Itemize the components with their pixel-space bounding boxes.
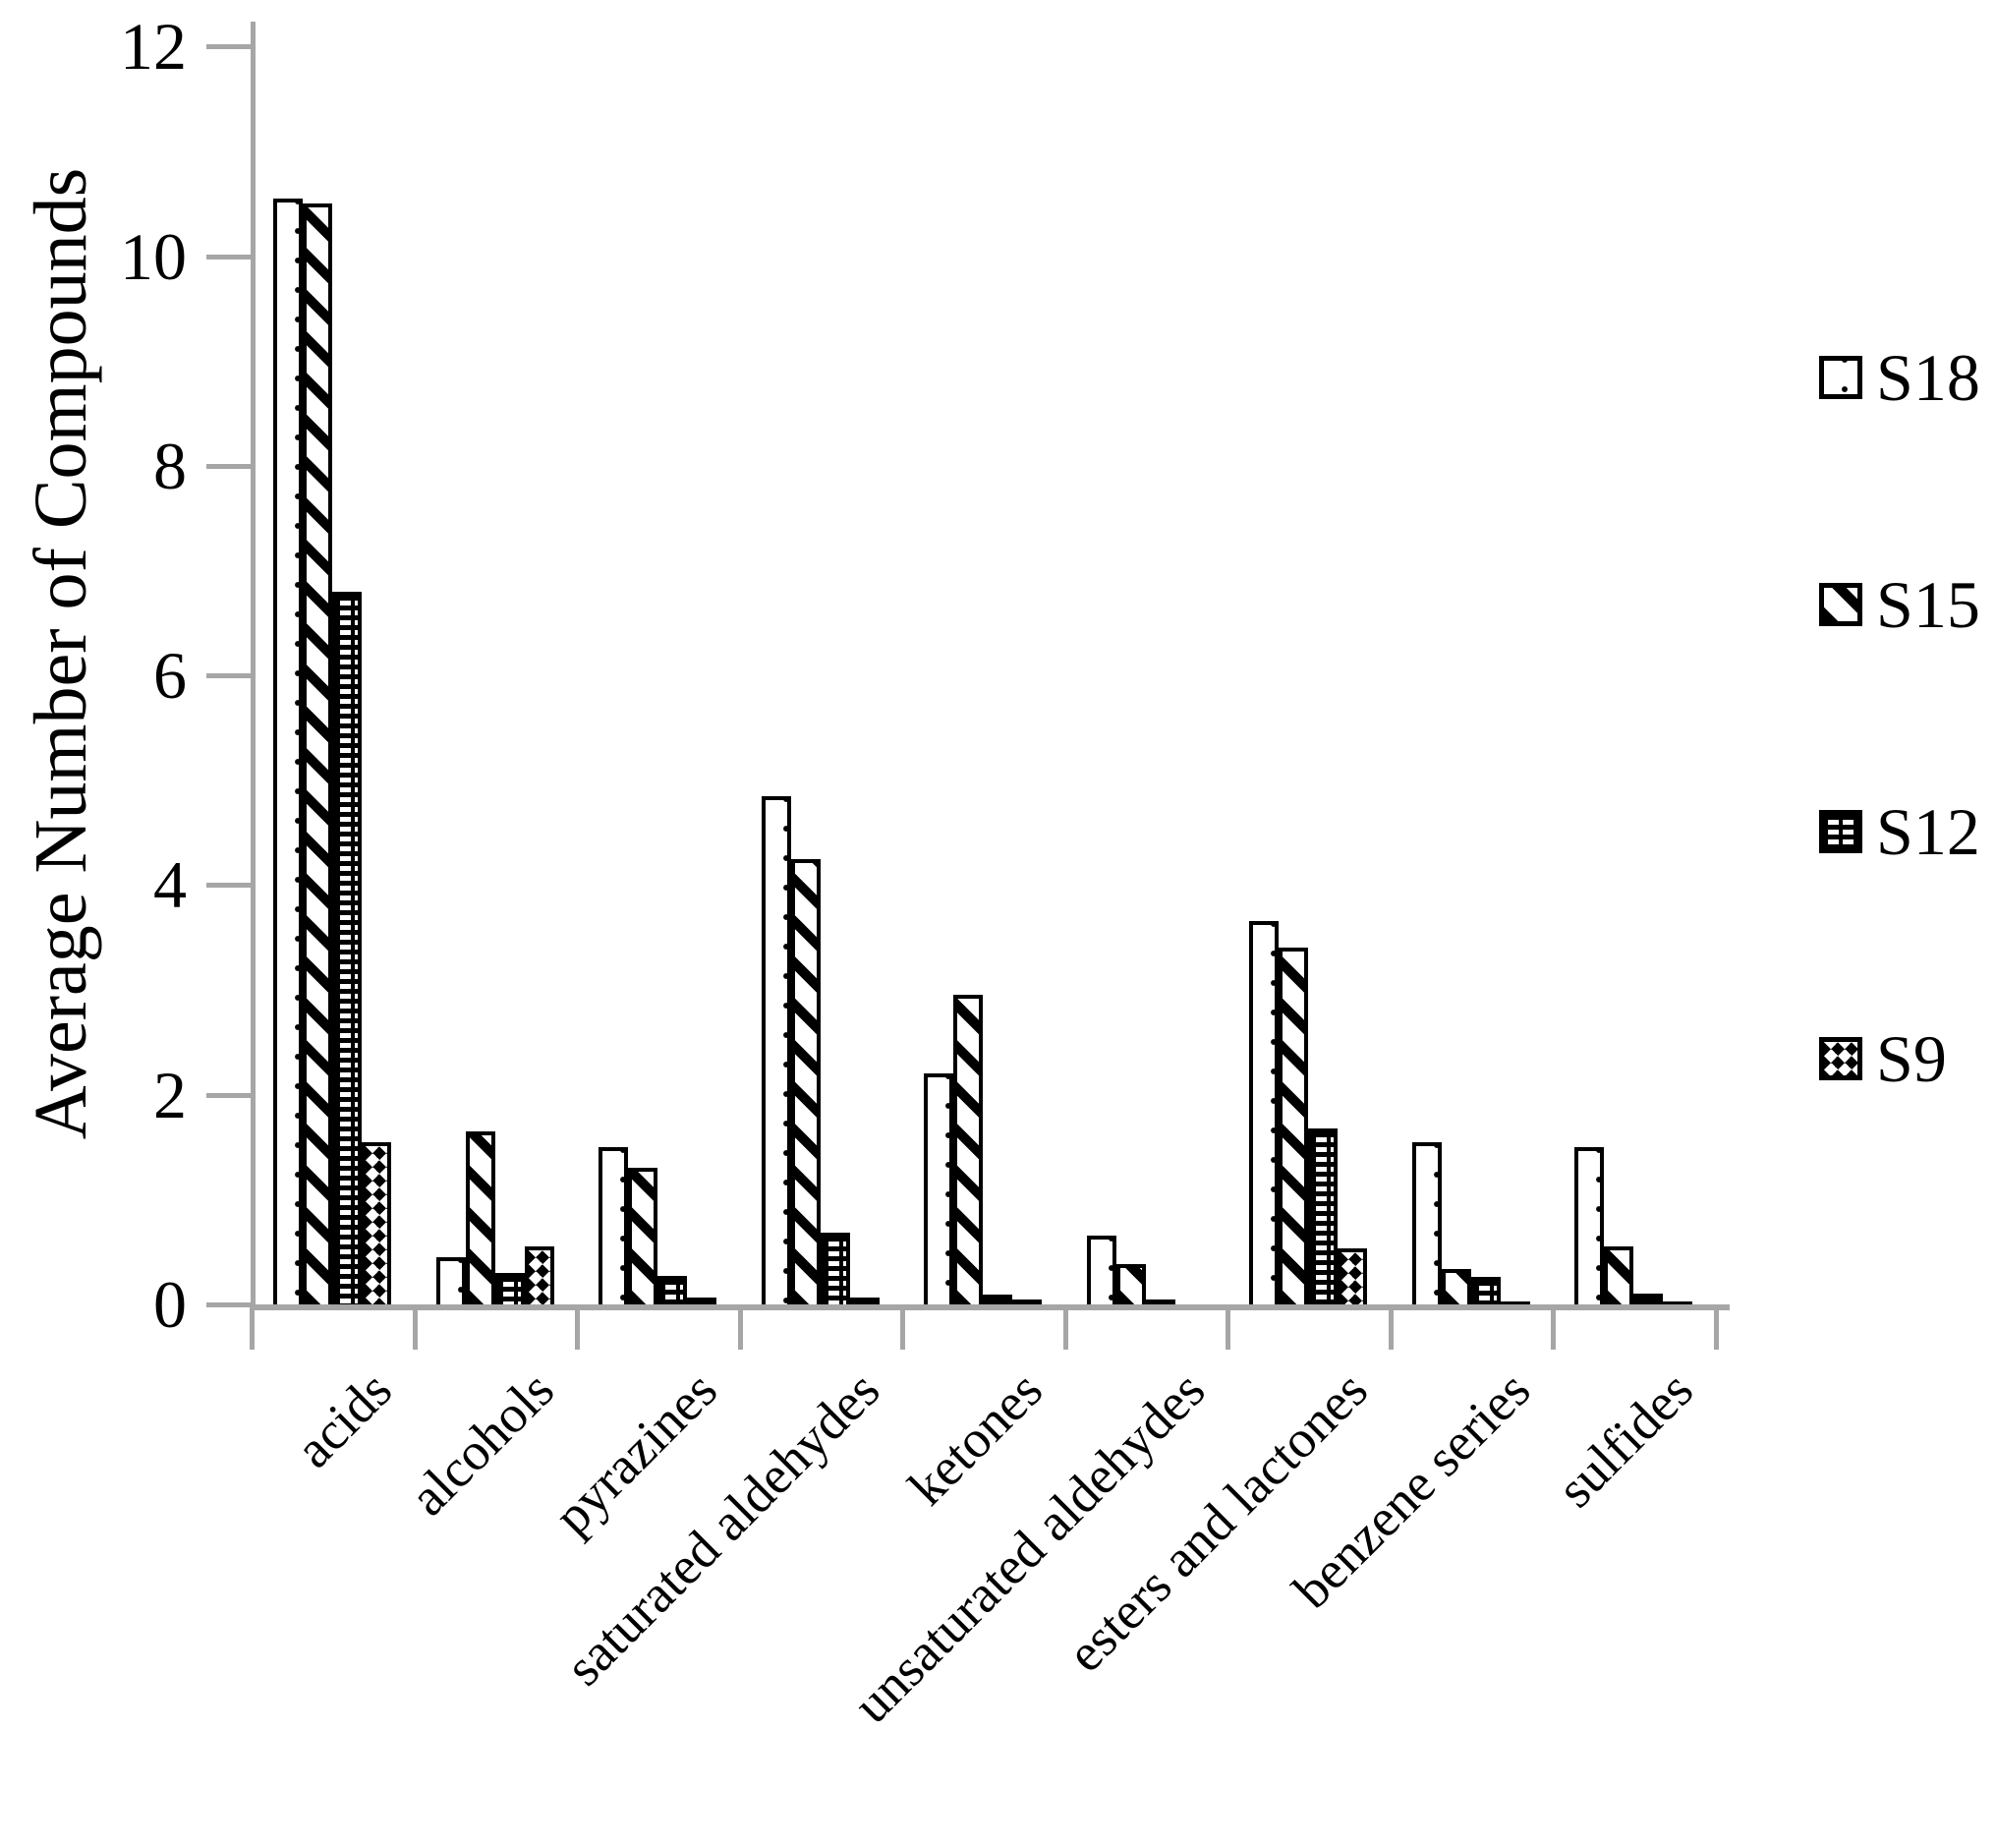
bar-S15-benzene-series	[1441, 1269, 1471, 1304]
y-tick-mark	[206, 883, 252, 889]
bar-S18-benzene-series	[1411, 1142, 1442, 1304]
bar-S12-saturated-aldehydes	[820, 1233, 850, 1304]
bar-S18-unsaturated-aldehydes	[1086, 1236, 1116, 1304]
horizontal-dashes-swatch-icon	[1819, 810, 1862, 853]
bar-S18-saturated-aldehydes	[761, 796, 791, 1304]
x-axis-line	[251, 1304, 1730, 1310]
y-axis-line	[251, 22, 256, 1307]
legend-label: S12	[1876, 794, 1980, 869]
bar-S12-ketones	[983, 1295, 1012, 1304]
bar-S9-saturated-aldehydes	[849, 1298, 880, 1304]
legend-item-S15: S15	[1819, 571, 1980, 638]
y-tick-label: 4	[153, 847, 187, 923]
bar-S9-alcohols	[524, 1246, 554, 1304]
y-tick-label: 10	[120, 218, 187, 294]
x-tick-mark	[1226, 1304, 1230, 1350]
y-tick-mark	[206, 254, 252, 260]
x-tick-mark	[1551, 1304, 1556, 1350]
legend-item-S12: S12	[1819, 798, 1980, 865]
legend-item-S18: S18	[1819, 344, 1980, 411]
y-tick-mark	[206, 44, 252, 50]
x-axis-label: acids	[283, 1359, 403, 1479]
bar-S18-sulfides	[1574, 1147, 1604, 1304]
x-tick-mark	[900, 1304, 905, 1350]
bar-S18-ketones	[924, 1073, 953, 1304]
x-axis-label: saturated aldehydes	[553, 1359, 891, 1698]
bar-S12-esters-and-lactones	[1308, 1128, 1338, 1304]
y-tick-label: 12	[120, 9, 187, 85]
bar-S9-sulfides	[1663, 1301, 1692, 1304]
legend-label: S18	[1876, 340, 1980, 415]
bar-S15-unsaturated-aldehydes	[1115, 1264, 1146, 1304]
bar-S15-esters-and-lactones	[1279, 948, 1308, 1304]
bar-S9-benzene-series	[1500, 1301, 1530, 1304]
bar-S18-pyrazines	[599, 1147, 628, 1304]
x-tick-mark	[1388, 1304, 1394, 1350]
y-tick-mark	[206, 1302, 252, 1307]
y-tick-label: 2	[153, 1057, 187, 1132]
legend-label: S9	[1876, 1021, 1947, 1096]
y-tick-mark	[206, 1092, 252, 1098]
x-axis-label: ketones	[896, 1359, 1054, 1517]
legend-label: S15	[1876, 567, 1980, 642]
bar-S9-acids	[362, 1142, 391, 1304]
x-tick-mark	[250, 1304, 255, 1350]
x-tick-mark	[575, 1304, 580, 1350]
bar-S12-sulfides	[1633, 1294, 1663, 1304]
diagonal-stripes-swatch-icon	[1819, 583, 1862, 626]
bar-S12-benzene-series	[1470, 1277, 1501, 1304]
x-axis-label: alcohols	[398, 1359, 566, 1528]
bar-S18-acids	[273, 199, 303, 1304]
x-tick-mark	[1713, 1304, 1719, 1350]
bar-S15-pyrazines	[628, 1168, 657, 1304]
y-tick-label: 6	[153, 638, 187, 714]
bar-S18-esters-and-lactones	[1249, 921, 1279, 1304]
bar-S12-alcohols	[494, 1273, 525, 1304]
y-tick-mark	[206, 673, 252, 679]
y-tick-label: 8	[153, 428, 187, 503]
bar-S15-acids	[303, 203, 332, 1304]
x-tick-mark	[412, 1304, 418, 1350]
bar-S12-acids	[332, 592, 362, 1304]
bar-S12-unsaturated-aldehydes	[1145, 1299, 1175, 1304]
x-axis-label: sulfides	[1545, 1359, 1704, 1519]
dots-swatch-icon	[1819, 356, 1862, 399]
bar-S9-ketones	[1012, 1299, 1042, 1304]
bar-S12-pyrazines	[657, 1276, 687, 1304]
x-tick-mark	[737, 1304, 743, 1350]
legend-item-S9: S9	[1819, 1025, 1947, 1092]
x-axis-label: esters and lactones	[1055, 1359, 1379, 1684]
y-tick-label: 0	[153, 1267, 187, 1342]
bar-S9-esters-and-lactones	[1338, 1248, 1367, 1304]
y-tick-mark	[206, 463, 252, 469]
x-tick-mark	[1062, 1304, 1068, 1350]
bar-S9-pyrazines	[687, 1298, 716, 1304]
bar-S15-saturated-aldehydes	[790, 859, 821, 1304]
bar-S15-ketones	[953, 995, 983, 1304]
checkerboard-swatch-icon	[1819, 1037, 1862, 1080]
bar-S15-alcohols	[465, 1131, 495, 1304]
bar-S15-sulfides	[1604, 1246, 1633, 1304]
bar-S18-alcohols	[435, 1257, 466, 1304]
